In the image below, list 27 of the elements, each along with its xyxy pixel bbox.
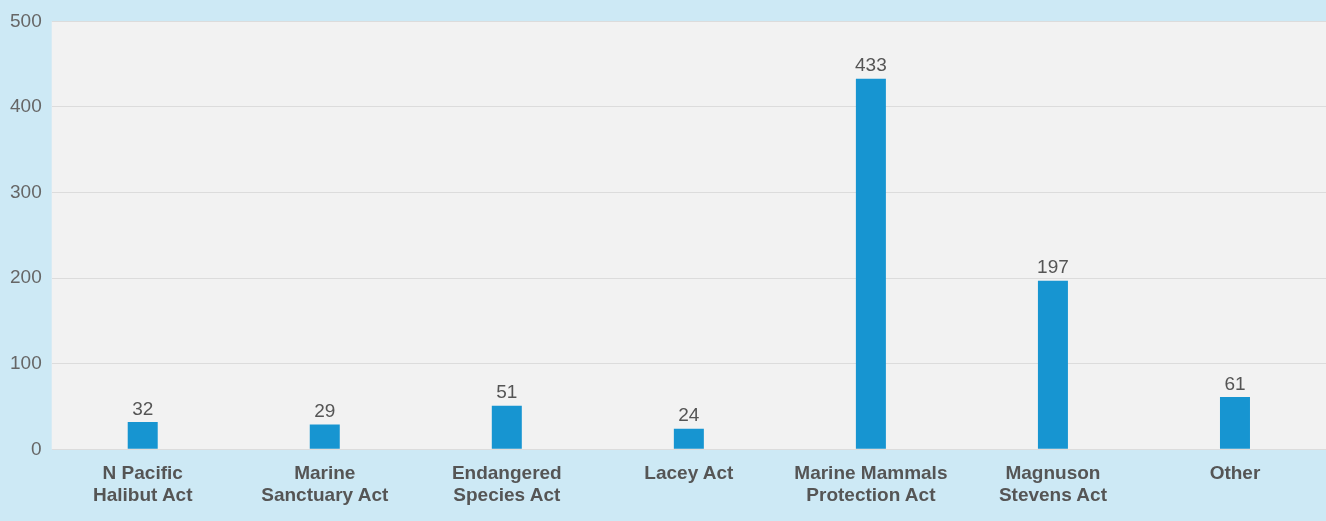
data-label: 61: [1224, 372, 1246, 394]
x-tick-label: Magnuson Stevens Act: [998, 462, 1108, 506]
y-tick-label: 100: [10, 351, 42, 373]
data-label: 29: [314, 400, 336, 422]
data-label: 51: [496, 381, 518, 403]
x-tick-label: Marine Sanctuary Act: [261, 462, 389, 506]
x-tick-label: N Pacific Halibut Act: [92, 462, 194, 506]
x-tick-label: Lacey Act: [644, 462, 735, 484]
bar: [309, 424, 340, 449]
data-label: 197: [1037, 256, 1069, 278]
y-tick-label: 200: [10, 266, 42, 288]
y-tick-label: 0: [31, 437, 42, 459]
y-tick-label: 300: [10, 180, 42, 202]
data-label: 24: [678, 404, 700, 426]
bar: [127, 421, 158, 449]
x-tick-label: Other: [1209, 462, 1261, 484]
y-tick-label: 500: [10, 9, 42, 31]
bar: [855, 78, 886, 449]
bar: [673, 428, 704, 449]
y-tick-label: 400: [10, 95, 42, 117]
data-label: 32: [132, 397, 154, 419]
data-label: 433: [855, 54, 887, 76]
bar: [1037, 280, 1068, 449]
x-tick-label: Marine Mammals Protection Act: [794, 462, 948, 506]
bar: [491, 405, 522, 449]
bar: [1219, 397, 1250, 449]
x-tick-label: Endangered Species Act: [451, 462, 562, 506]
